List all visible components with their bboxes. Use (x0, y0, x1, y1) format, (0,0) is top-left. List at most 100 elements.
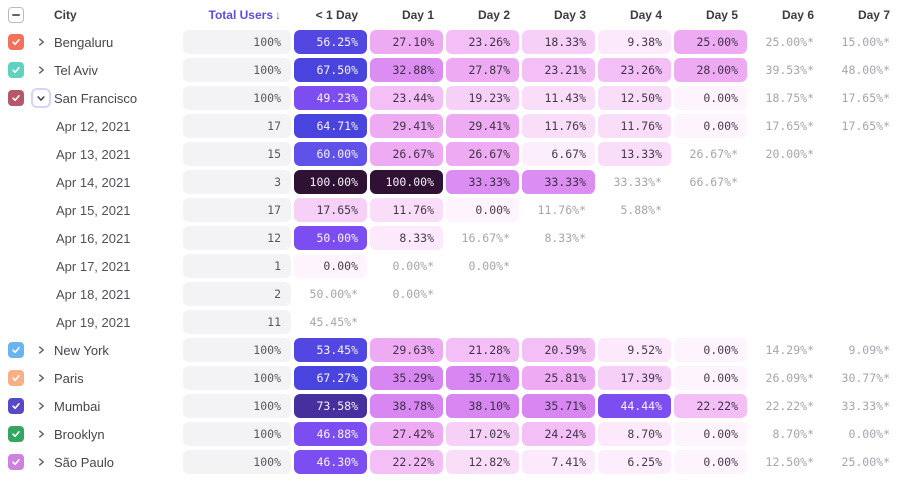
retention-cell[interactable]: 27.10% (370, 30, 443, 54)
retention-cell[interactable]: 16.67%* (461, 231, 510, 245)
retention-cell[interactable]: 56.25% (294, 30, 367, 54)
retention-cell[interactable]: 0.00% (674, 422, 747, 446)
row-checkbox[interactable] (8, 62, 24, 78)
retention-cell[interactable]: 12.50%* (765, 455, 814, 469)
retention-cell[interactable]: 11.43% (522, 86, 595, 110)
chevron-down-icon[interactable] (31, 88, 51, 108)
retention-cell[interactable]: 46.88% (294, 422, 367, 446)
retention-cell[interactable]: 35.29% (370, 366, 443, 390)
row-checkbox[interactable] (8, 90, 24, 106)
retention-cell[interactable]: 35.71% (446, 366, 519, 390)
chevron-right-icon[interactable] (31, 368, 51, 388)
row-checkbox[interactable] (8, 398, 24, 414)
retention-cell[interactable]: 48.00%* (841, 63, 890, 77)
retention-cell[interactable]: 100.00% (294, 170, 367, 194)
retention-cell[interactable]: 0.00% (674, 86, 747, 110)
retention-cell[interactable]: 20.00%* (765, 147, 814, 161)
retention-cell[interactable]: 21.28% (446, 338, 519, 362)
retention-cell[interactable]: 0.00%* (468, 259, 510, 273)
retention-cell[interactable]: 11.76%* (537, 203, 586, 217)
retention-cell[interactable]: 29.41% (370, 114, 443, 138)
retention-cell[interactable]: 6.67% (522, 142, 595, 166)
retention-cell[interactable]: 25.00% (674, 30, 747, 54)
retention-cell[interactable]: 17.65%* (841, 119, 890, 133)
retention-cell[interactable]: 23.21% (522, 58, 595, 82)
retention-cell[interactable]: 29.41% (446, 114, 519, 138)
retention-cell[interactable]: 8.33% (370, 226, 443, 250)
retention-cell[interactable]: 0.00% (674, 338, 747, 362)
retention-cell[interactable]: 67.50% (294, 58, 367, 82)
row-checkbox[interactable] (8, 454, 24, 470)
retention-cell[interactable]: 0.00% (674, 366, 747, 390)
retention-cell[interactable]: 44.44% (598, 394, 671, 418)
retention-cell[interactable]: 5.88%* (620, 203, 662, 217)
select-all-checkbox[interactable] (8, 7, 24, 23)
column-header-day3[interactable]: Day 3 (553, 8, 586, 22)
retention-cell[interactable]: 33.33% (446, 170, 519, 194)
column-header-lt1day[interactable]: < 1 Day (315, 8, 358, 22)
retention-cell[interactable]: 38.78% (370, 394, 443, 418)
retention-cell[interactable]: 12.82% (446, 450, 519, 474)
retention-cell[interactable]: 26.67% (370, 142, 443, 166)
retention-cell[interactable]: 60.00% (294, 142, 367, 166)
retention-cell[interactable]: 17.65% (294, 198, 367, 222)
retention-cell[interactable]: 33.33%* (841, 399, 890, 413)
retention-cell[interactable]: 17.02% (446, 422, 519, 446)
retention-cell[interactable]: 11.76% (522, 114, 595, 138)
retention-cell[interactable]: 9.38% (598, 30, 671, 54)
retention-cell[interactable]: 46.30% (294, 450, 367, 474)
retention-cell[interactable]: 67.27% (294, 366, 367, 390)
retention-cell[interactable]: 26.67%* (689, 147, 738, 161)
retention-cell[interactable]: 8.70% (598, 422, 671, 446)
retention-cell[interactable]: 27.87% (446, 58, 519, 82)
row-checkbox[interactable] (8, 342, 24, 358)
retention-cell[interactable]: 17.65%* (841, 91, 890, 105)
column-header-city[interactable]: City (54, 8, 77, 22)
retention-cell[interactable]: 0.00% (446, 198, 519, 222)
retention-cell[interactable]: 25.81% (522, 366, 595, 390)
column-header-day5[interactable]: Day 5 (705, 8, 738, 22)
retention-cell[interactable]: 100.00% (370, 170, 443, 194)
retention-cell[interactable]: 64.71% (294, 114, 367, 138)
retention-cell[interactable]: 26.67% (446, 142, 519, 166)
retention-cell[interactable]: 9.52% (598, 338, 671, 362)
retention-cell[interactable]: 35.71% (522, 394, 595, 418)
retention-cell[interactable]: 73.58% (294, 394, 367, 418)
chevron-right-icon[interactable] (31, 340, 51, 360)
retention-cell[interactable]: 9.09%* (848, 343, 890, 357)
column-header-day7[interactable]: Day 7 (857, 8, 890, 22)
column-header-total-users[interactable]: Total Users ↓ (208, 8, 281, 22)
retention-cell[interactable]: 7.41% (522, 450, 595, 474)
retention-cell[interactable]: 38.10% (446, 394, 519, 418)
chevron-right-icon[interactable] (31, 60, 51, 80)
retention-cell[interactable]: 0.00% (294, 254, 367, 278)
retention-cell[interactable]: 23.26% (598, 58, 671, 82)
retention-cell[interactable]: 50.00% (294, 226, 367, 250)
retention-cell[interactable]: 0.00%* (392, 287, 434, 301)
retention-cell[interactable]: 17.65%* (765, 119, 814, 133)
chevron-right-icon[interactable] (31, 396, 51, 416)
retention-cell[interactable]: 6.25% (598, 450, 671, 474)
retention-cell[interactable]: 18.33% (522, 30, 595, 54)
retention-cell[interactable]: 17.39% (598, 366, 671, 390)
retention-cell[interactable]: 28.00% (674, 58, 747, 82)
retention-cell[interactable]: 33.33% (522, 170, 595, 194)
retention-cell[interactable]: 8.70%* (772, 427, 814, 441)
retention-cell[interactable]: 66.67%* (689, 175, 738, 189)
retention-cell[interactable]: 8.33%* (544, 231, 586, 245)
retention-cell[interactable]: 33.33%* (613, 175, 662, 189)
retention-cell[interactable]: 0.00% (674, 114, 747, 138)
column-header-day6[interactable]: Day 6 (781, 8, 814, 22)
retention-cell[interactable]: 0.00% (674, 450, 747, 474)
retention-cell[interactable]: 50.00%* (309, 287, 358, 301)
retention-cell[interactable]: 20.59% (522, 338, 595, 362)
chevron-right-icon[interactable] (31, 452, 51, 472)
retention-cell[interactable]: 24.24% (522, 422, 595, 446)
retention-cell[interactable]: 29.63% (370, 338, 443, 362)
retention-cell[interactable]: 11.76% (598, 114, 671, 138)
retention-cell[interactable]: 11.76% (370, 198, 443, 222)
retention-cell[interactable]: 23.44% (370, 86, 443, 110)
retention-cell[interactable]: 18.75%* (765, 91, 814, 105)
chevron-right-icon[interactable] (31, 32, 51, 52)
retention-cell[interactable]: 25.00%* (841, 455, 890, 469)
